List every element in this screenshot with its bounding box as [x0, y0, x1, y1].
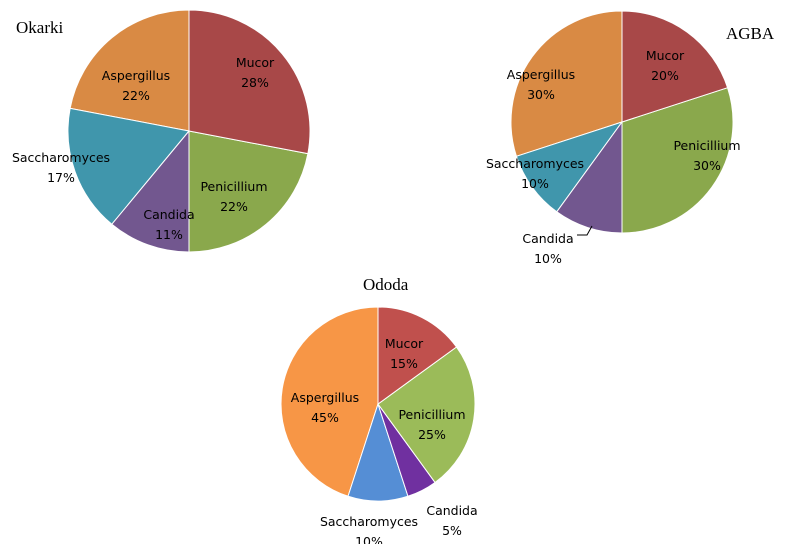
ododa-label-candida: Candida: [426, 503, 477, 518]
ododa-value-candida: 5%: [442, 523, 462, 538]
okarki-slice-saccharomyces: [67, 107, 190, 225]
ododa-slice-penicillium: [377, 346, 476, 484]
okarki-label-saccharomyces: Saccharomyces: [12, 150, 110, 165]
okarki-value-penicillium: 22%: [220, 199, 248, 214]
agba-label-saccharomyces: Saccharomyces: [486, 156, 584, 171]
ododa-label-aspergillus: Aspergillus: [291, 390, 359, 405]
ododa-value-mucor: 15%: [390, 356, 418, 371]
ododa-label-saccharomyces: Saccharomyces: [320, 514, 418, 529]
okarki-label-mucor: Mucor: [236, 55, 275, 70]
agba-value-aspergillus: 30%: [527, 87, 555, 102]
ododa-pie-chart: Ododa Mucor 15% Penicillium 25% Candida 5% Sac…: [280, 275, 478, 544]
agba-slice-penicillium: [621, 87, 734, 234]
agba-slice-aspergillus: [510, 10, 623, 157]
ododa-label-penicillium: Penicillium: [398, 407, 465, 422]
okarki-slice-candida: [111, 129, 190, 253]
okarki-chart-title: Okarki: [16, 18, 63, 37]
ododa-slice-aspergillus: [280, 306, 379, 497]
agba-label-mucor: Mucor: [646, 48, 685, 63]
agba-chart-title: AGBA: [726, 24, 775, 43]
ododa-value-penicillium: 25%: [418, 427, 446, 442]
agba-label-aspergillus: Aspergillus: [507, 67, 575, 82]
agba-value-penicillium: 30%: [693, 158, 721, 173]
okarki-label-aspergillus: Aspergillus: [102, 68, 170, 83]
agba-value-saccharomyces: 10%: [521, 176, 549, 191]
okarki-slice-aspergillus: [69, 9, 190, 132]
agba-label-candida: Candida: [522, 231, 573, 246]
ododa-value-saccharomyces: 10%: [355, 534, 383, 544]
ododa-label-mucor: Mucor: [385, 336, 424, 351]
okarki-label-penicillium: Penicillium: [200, 179, 267, 194]
ododa-slice-mucor: [377, 306, 458, 405]
okarki-value-saccharomyces: 17%: [47, 170, 75, 185]
agba-slice-mucor: [621, 10, 729, 123]
okarki-value-mucor: 28%: [241, 75, 269, 90]
agba-leader-line: [577, 225, 593, 236]
okarki-pie-chart: Okarki Mucor 28% Penicillium 22% Candida 11% S…: [12, 9, 311, 253]
agba-value-mucor: 20%: [651, 68, 679, 83]
agba-label-penicillium: Penicillium: [673, 138, 740, 153]
agba-pie-chart: AGBA Mucor 20% Penicillium 30% Candida 10% Sac…: [486, 10, 775, 266]
ododa-chart-title: Ododa: [363, 275, 409, 294]
okarki-value-aspergillus: 22%: [122, 88, 150, 103]
okarki-label-candida: Candida: [143, 207, 194, 222]
okarki-slice-mucor: [188, 9, 311, 155]
agba-value-candida: 10%: [534, 251, 562, 266]
ododa-value-aspergillus: 45%: [311, 410, 339, 425]
okarki-slice-penicillium: [188, 130, 309, 253]
okarki-value-candida: 11%: [155, 227, 183, 242]
